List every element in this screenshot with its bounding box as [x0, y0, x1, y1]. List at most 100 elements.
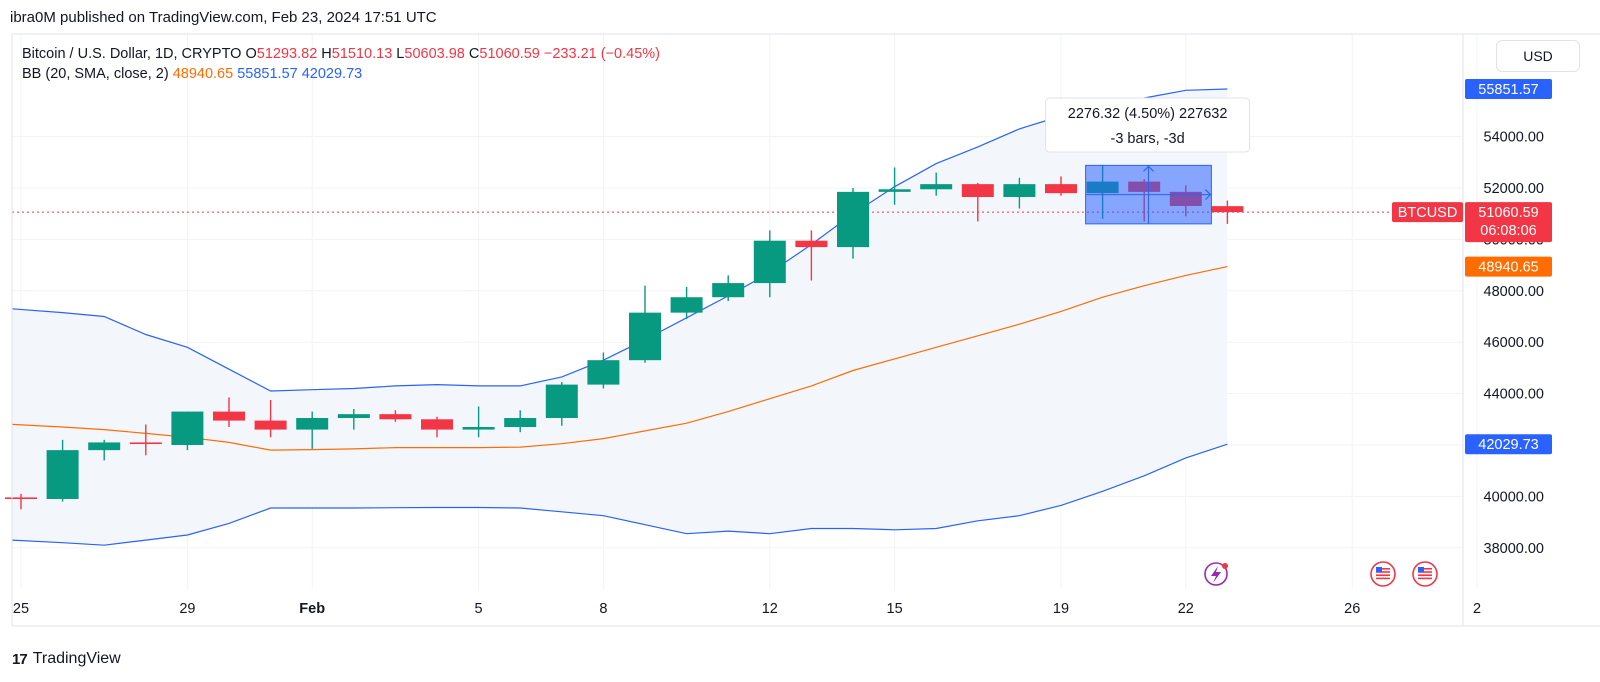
candle-body[interactable] [878, 189, 911, 192]
upper-band-price-tag: 55851.57 [1478, 82, 1538, 98]
candle-body[interactable] [88, 442, 121, 451]
candle-body[interactable] [421, 419, 453, 430]
candle[interactable] [213, 397, 245, 428]
price-scale-labels: 55851.57 48940.65 42029.73 BTCUSD 51060.59 06… [1392, 79, 1552, 455]
candle-body[interactable] [129, 442, 162, 445]
flag-stripe [1418, 574, 1432, 576]
candle-body[interactable] [1003, 184, 1036, 197]
candle[interactable] [379, 410, 412, 422]
candle-body[interactable] [1211, 206, 1244, 213]
measure-tool[interactable]: 2276.32 (4.50%) 227632 -3 bars, -3d [1045, 97, 1251, 225]
flag-stripe [1376, 574, 1390, 576]
currency-button[interactable]: USD [1496, 40, 1580, 72]
candle-body[interactable] [753, 240, 786, 284]
candle-body[interactable] [379, 414, 412, 420]
candle-body[interactable] [670, 297, 703, 313]
candle[interactable] [88, 439, 121, 461]
candle[interactable] [5, 493, 37, 510]
time-tick-label: 8 [599, 601, 607, 617]
candle[interactable] [795, 230, 828, 281]
candle[interactable] [920, 172, 953, 196]
candle[interactable] [587, 352, 620, 389]
candle-body[interactable] [961, 184, 994, 197]
time-tick-label: Feb [299, 601, 325, 617]
candle[interactable] [1211, 200, 1244, 224]
candle-body[interactable] [837, 191, 869, 248]
candle-body[interactable] [5, 497, 37, 500]
candle[interactable] [46, 439, 79, 502]
bb-upper-line [11, 88, 1228, 392]
candle-body[interactable] [920, 184, 953, 190]
flag-canton [1376, 567, 1382, 572]
bb-upper-value: 55851.57 [237, 66, 298, 82]
candle-body[interactable] [46, 450, 79, 499]
time-tick-label: 19 [1053, 601, 1069, 617]
candle-body[interactable] [795, 240, 828, 248]
candle[interactable] [629, 285, 661, 363]
candle-body[interactable] [587, 360, 620, 385]
price-tick-label: 46000.00 [1484, 335, 1544, 351]
event-icons[interactable] [1204, 561, 1438, 587]
candle-body[interactable] [462, 427, 495, 430]
candle-body[interactable] [545, 384, 578, 419]
bb-row: BB (20, SMA, close, 2) 48940.65 55851.57… [22, 64, 660, 84]
candle[interactable] [462, 406, 495, 438]
flag-canton [1418, 567, 1424, 572]
basis-price-tag-bg [1465, 256, 1552, 277]
candle[interactable] [337, 409, 370, 430]
open-label: O [245, 46, 257, 62]
candle[interactable] [670, 286, 703, 320]
candle-body[interactable] [171, 411, 204, 445]
bollinger-band-fill [12, 89, 1228, 546]
time-tick-label: 15 [887, 601, 903, 617]
time-tick-label: 29 [179, 601, 195, 617]
chart-legend: Bitcoin / U.S. Dollar, 1D, CRYPTO O51293… [22, 44, 660, 84]
candle[interactable] [753, 230, 786, 298]
lightning-event-icon[interactable] [1204, 562, 1228, 586]
price-tick-label: 52000.00 [1484, 181, 1544, 197]
us-flag-event-icon[interactable] [1370, 561, 1396, 587]
candle[interactable] [712, 275, 745, 302]
candle[interactable] [421, 416, 453, 438]
measure-bars-text: -3 bars, -3d [1111, 131, 1185, 147]
candle-body[interactable] [712, 283, 745, 298]
candle[interactable] [254, 400, 287, 438]
candle[interactable] [961, 182, 994, 222]
candle[interactable] [837, 188, 869, 259]
us-flag-event-icon[interactable] [1412, 561, 1438, 587]
candle[interactable] [1045, 176, 1077, 196]
last-price-tag: 51060.59 [1478, 205, 1538, 221]
candle-body[interactable] [337, 414, 370, 419]
symbol-title[interactable]: Bitcoin / U.S. Dollar, 1D, CRYPTO [22, 46, 242, 62]
candle[interactable] [878, 167, 911, 205]
price-tick-label: 48000.00 [1484, 284, 1544, 300]
bb-indicator-label[interactable]: BB (20, SMA, close, 2) [22, 66, 169, 82]
open-value: 51293.82 [256, 46, 318, 62]
symbol-price-tag-bg [1392, 202, 1463, 223]
candle[interactable] [1003, 177, 1036, 209]
upper-band-price-tag-bg [1465, 79, 1552, 100]
candle-body[interactable] [296, 418, 329, 430]
candle[interactable] [545, 382, 578, 426]
candle[interactable] [171, 411, 204, 451]
bollinger-lines [11, 88, 1228, 546]
candle-body[interactable] [213, 411, 245, 421]
time-tick-label: 5 [475, 601, 483, 617]
candle[interactable] [129, 424, 162, 456]
candles[interactable] [5, 164, 1244, 510]
last-price-tag-bg [1465, 202, 1552, 243]
low-label: L [396, 46, 405, 62]
countdown-tag: 06:08:06 [1480, 223, 1536, 239]
publisher-line: ibra0M published on TradingView.com, Feb… [10, 9, 437, 26]
candle[interactable] [296, 411, 329, 449]
candle-body[interactable] [1045, 184, 1077, 194]
tradingview-logo-icon: 17 [12, 650, 28, 668]
candle-body[interactable] [629, 312, 661, 361]
bb-lower-line [11, 443, 1228, 546]
candle[interactable] [504, 410, 537, 433]
lower-band-price-tag: 42029.73 [1478, 437, 1538, 453]
candle-body[interactable] [254, 420, 287, 430]
candle-body[interactable] [504, 418, 537, 428]
high-value: 51510.13 [331, 46, 393, 62]
